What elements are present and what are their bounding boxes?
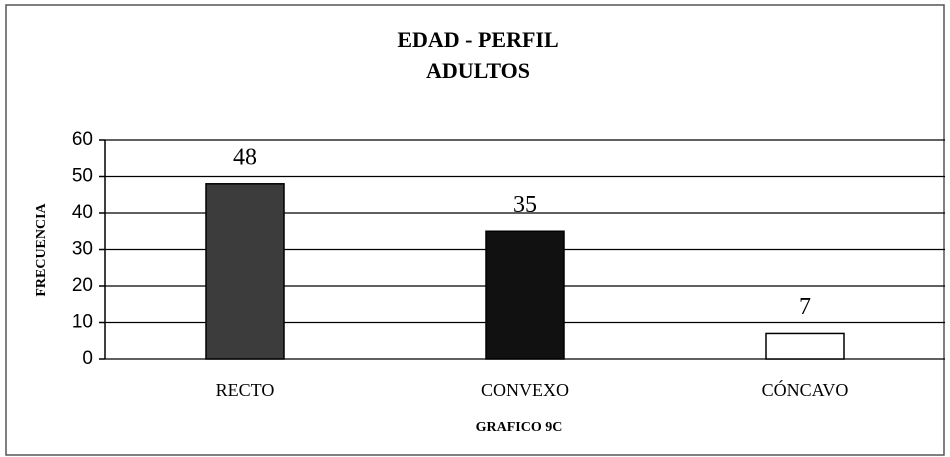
bar <box>765 332 845 360</box>
bar <box>485 230 565 360</box>
y-tick-label: 20 <box>72 275 93 296</box>
y-tick-label: 50 <box>72 166 93 187</box>
y-tick-label: 40 <box>72 202 93 223</box>
y-tick-label: 60 <box>72 129 93 150</box>
bar <box>205 183 285 360</box>
x-tick-label: CONVEXO <box>481 380 569 400</box>
y-axis-label: FRECUENCIA <box>34 202 49 296</box>
value-label: 7 <box>799 294 811 320</box>
frame <box>5 4 945 456</box>
x-tick-label: CÓNCAVO <box>762 379 849 400</box>
value-label: 48 <box>233 144 257 170</box>
x-axis-label: GRAFICO 9C <box>476 420 563 435</box>
chart-subtitle: ADULTOS <box>426 58 530 83</box>
chart-title: EDAD - PERFIL <box>397 27 558 52</box>
y-tick-label: 10 <box>72 312 93 333</box>
x-tick-label: RECTO <box>216 380 275 400</box>
y-tick-label: 0 <box>82 348 93 369</box>
value-label: 35 <box>513 192 537 218</box>
y-tick-label: 30 <box>72 239 93 260</box>
